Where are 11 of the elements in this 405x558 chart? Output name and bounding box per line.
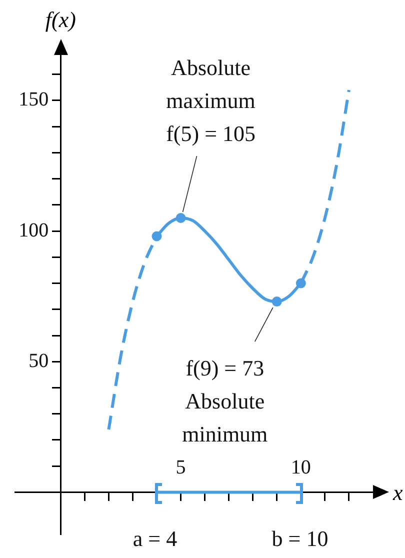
annotation: Absolute maximum f(5) = 105 (166, 54, 256, 146)
y-tick-label: 100 (18, 219, 49, 242)
x-tick-label: 5 (176, 456, 186, 478)
annotation: f(9) = 73 Absolute minimum (182, 356, 268, 447)
annotation: a = 4 (132, 526, 178, 551)
y-axis-title: f(x) (45, 7, 76, 32)
x-axis-title: x (392, 480, 403, 505)
annotation: b = 10 (272, 526, 328, 551)
y-tick-label: 150 (18, 88, 49, 111)
y-tick-label: 50 (28, 350, 49, 372)
x-tick-label: 10 (290, 456, 311, 478)
